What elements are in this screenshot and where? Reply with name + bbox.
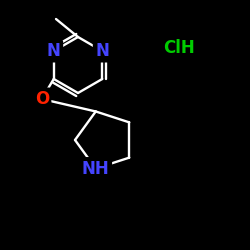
Text: O: O [35, 90, 49, 108]
Text: N: N [95, 42, 109, 60]
Text: NH: NH [82, 160, 110, 178]
Text: N: N [47, 42, 61, 60]
Text: ClH: ClH [163, 39, 195, 57]
